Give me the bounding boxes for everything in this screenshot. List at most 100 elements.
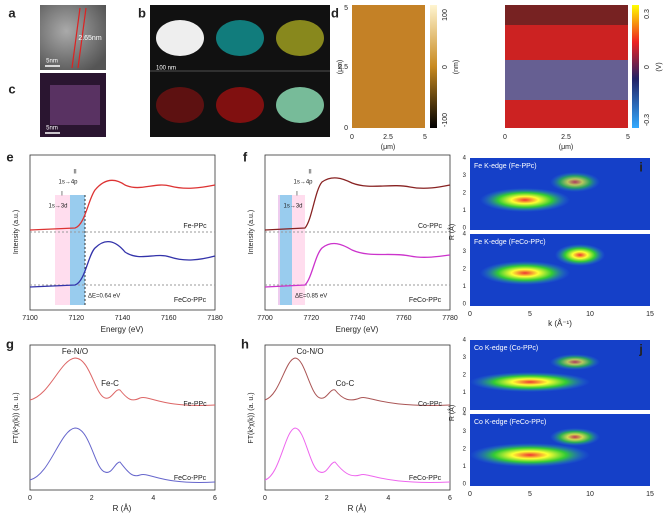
label: 1s→4p bbox=[58, 180, 78, 186]
tick-label: 7140 bbox=[115, 315, 131, 322]
tick-label: 10 bbox=[586, 491, 594, 498]
axis-label: Energy (eV) bbox=[101, 325, 144, 334]
legend: Co-PPc bbox=[418, 223, 443, 230]
axis-label: R (Å) bbox=[447, 405, 456, 421]
xanes-e bbox=[29, 154, 216, 311]
tick-label: 0 bbox=[28, 495, 32, 502]
axis-label: R (Å) bbox=[447, 224, 456, 240]
legend: Fe-PPc bbox=[183, 401, 207, 408]
label: 1s→3d bbox=[48, 204, 67, 210]
panel-label: f bbox=[243, 149, 248, 164]
tick-label: 5 bbox=[528, 491, 532, 498]
tick-label: 2 bbox=[463, 191, 467, 197]
axis-label: FT(k²χ(k)) (a. u.) bbox=[13, 392, 20, 443]
axis-label: (nm) bbox=[453, 60, 460, 74]
tick-label: 0 bbox=[503, 134, 507, 141]
tick-label: 2.5 bbox=[383, 134, 393, 141]
tick-label: 6 bbox=[448, 495, 452, 502]
tick-label: 0 bbox=[344, 125, 348, 132]
label: I bbox=[61, 192, 63, 198]
legend: FeCo-PPc bbox=[174, 297, 207, 304]
tick-label: 3 bbox=[463, 429, 467, 435]
tick-label: 7700 bbox=[257, 315, 273, 322]
tick-label: 0 bbox=[463, 482, 467, 488]
axis-label: (μm) bbox=[381, 144, 396, 151]
wavelet-maps bbox=[470, 158, 650, 486]
tick-label: 4 bbox=[463, 412, 467, 418]
tick-label: 1 bbox=[463, 390, 467, 396]
axis-label: Intensity (a.u.) bbox=[248, 210, 255, 254]
tick-label: 0 bbox=[468, 491, 472, 498]
label: 5nm bbox=[46, 59, 58, 65]
label: ΔE=0.85 eV bbox=[295, 294, 327, 300]
legend: FeCo-PPc bbox=[174, 475, 207, 482]
tick-label: 1 bbox=[463, 464, 467, 470]
tick-label: 0 bbox=[463, 408, 467, 414]
tick-label: 3 bbox=[463, 249, 467, 255]
axis-label: Energy (eV) bbox=[336, 325, 379, 334]
tick-label: -0.3 bbox=[644, 114, 651, 126]
label: 1s→4p bbox=[293, 180, 313, 186]
map-title: Co K-edge (FeCo-PPc) bbox=[474, 419, 546, 426]
panel-label: a bbox=[8, 5, 16, 20]
axis-label: (μm) bbox=[337, 60, 344, 75]
tick-label: 4 bbox=[463, 338, 467, 344]
label: II bbox=[73, 170, 77, 176]
map-title: Fe K-edge (FeCo-PPc) bbox=[474, 239, 546, 246]
tick-label: 3 bbox=[463, 173, 467, 179]
images bbox=[40, 5, 639, 137]
tick-label: 3 bbox=[463, 355, 467, 361]
legend: Fe-PPc bbox=[183, 223, 207, 230]
exafs bbox=[29, 344, 451, 491]
label: 100 nm bbox=[156, 66, 176, 72]
tick-label: 2 bbox=[463, 447, 467, 453]
legend: Co-PPc bbox=[418, 401, 443, 408]
tick-label: 1 bbox=[463, 208, 467, 214]
panel-label: b bbox=[138, 5, 146, 20]
panel-label: g bbox=[6, 336, 14, 351]
tick-label: 2 bbox=[90, 495, 94, 502]
tick-label: 10 bbox=[586, 311, 594, 318]
axis-label: k (Å⁻¹) bbox=[548, 319, 572, 328]
tick-label: 0 bbox=[468, 311, 472, 318]
tick-label: 0 bbox=[463, 226, 467, 232]
axis-label: R (Å) bbox=[113, 504, 132, 513]
tick-label: 2 bbox=[325, 495, 329, 502]
label: Fe-N/O bbox=[62, 347, 88, 356]
tick-label: 1 bbox=[463, 284, 467, 290]
label: Co-N/O bbox=[296, 347, 323, 356]
tick-label: 4 bbox=[463, 156, 467, 162]
axis-label: FT(k²χ(k)) (a. u.) bbox=[248, 392, 255, 443]
map-title: Fe K-edge (Fe-PPc) bbox=[474, 163, 537, 170]
label: ΔE=0.64 eV bbox=[88, 294, 120, 300]
tick-label: 0 bbox=[644, 65, 651, 69]
label: 2.65nm bbox=[78, 35, 102, 42]
tick-label: 5 bbox=[528, 311, 532, 318]
legend: FeCo-PPc bbox=[409, 475, 442, 482]
tick-label: 0.3 bbox=[644, 9, 651, 19]
tick-label: 2.5 bbox=[561, 134, 571, 141]
tick-label: 5 bbox=[626, 134, 630, 141]
axis-label: (V) bbox=[656, 62, 663, 71]
tick-label: 0 bbox=[350, 134, 354, 141]
label: 1s→3d bbox=[283, 204, 302, 210]
xanes-f bbox=[264, 154, 451, 311]
tick-label: 7740 bbox=[350, 315, 366, 322]
map-title: Co K-edge (Co-PPc) bbox=[474, 345, 538, 352]
panel-label: d bbox=[331, 5, 339, 20]
tick-label: 4 bbox=[386, 495, 390, 502]
tick-label: 7720 bbox=[303, 315, 319, 322]
axis-label: Intensity (a.u.) bbox=[13, 210, 20, 254]
tick-label: 5 bbox=[344, 5, 348, 12]
tick-label: -100 bbox=[442, 113, 449, 127]
tick-label: 7180 bbox=[207, 315, 223, 322]
axis-label: (μm) bbox=[559, 144, 574, 151]
tick-label: 4 bbox=[151, 495, 155, 502]
panel-label: e bbox=[6, 149, 13, 164]
tick-label: 7760 bbox=[396, 315, 412, 322]
legend: FeCo-PPc bbox=[409, 297, 442, 304]
tick-label: 7160 bbox=[161, 315, 177, 322]
label: Co-C bbox=[336, 379, 355, 388]
label: 5nm bbox=[46, 126, 58, 132]
